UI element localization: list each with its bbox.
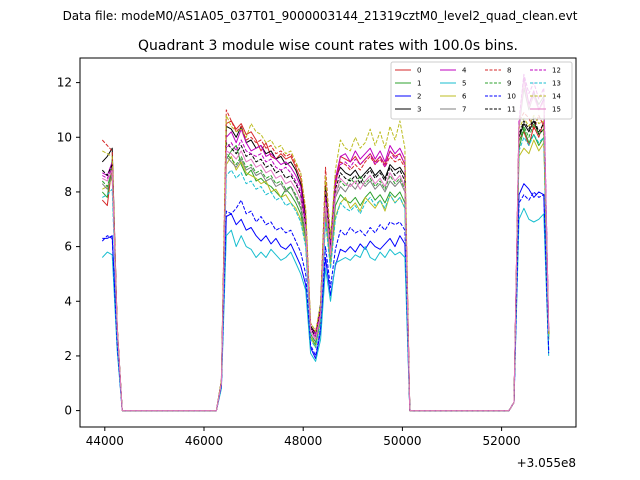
axes-frame bbox=[79, 57, 577, 428]
y-tick-label: 8 bbox=[64, 185, 72, 199]
y-tick-label: 4 bbox=[64, 294, 72, 308]
series-line-15 bbox=[102, 82, 550, 412]
data-file-header: Data file: modeM0/AS1A05_037T01_90000031… bbox=[63, 9, 578, 23]
legend-label-5: 5 bbox=[462, 80, 466, 88]
legend-label-7: 7 bbox=[462, 106, 466, 114]
y-tick-label: 6 bbox=[64, 240, 72, 254]
x-tick-label: 46000 bbox=[185, 434, 223, 448]
legend-label-15: 15 bbox=[552, 106, 561, 114]
legend-label-4: 4 bbox=[462, 67, 467, 75]
legend-label-13: 13 bbox=[552, 80, 561, 88]
y-tick-label: 2 bbox=[64, 349, 72, 363]
legend-label-9: 9 bbox=[507, 80, 511, 88]
x-tick-label: 48000 bbox=[284, 434, 322, 448]
plot-area bbox=[101, 73, 550, 412]
y-tick-label: 10 bbox=[57, 130, 72, 144]
legend-label-1: 1 bbox=[417, 80, 421, 88]
legend-label-3: 3 bbox=[417, 106, 421, 114]
legend-label-6: 6 bbox=[462, 93, 467, 101]
chart-title: Quadrant 3 module wise count rates with … bbox=[138, 38, 518, 54]
x-tick-label: 44000 bbox=[86, 434, 124, 448]
legend-label-14: 14 bbox=[552, 93, 561, 101]
x-tick-label: 50000 bbox=[383, 434, 421, 448]
x-offset-label: +3.055e8 bbox=[517, 456, 576, 470]
legend-label-0: 0 bbox=[417, 67, 421, 75]
y-tick-label: 12 bbox=[57, 76, 72, 90]
y-tick-label: 0 bbox=[64, 404, 72, 418]
legend-label-10: 10 bbox=[507, 93, 516, 101]
legend-label-12: 12 bbox=[552, 67, 561, 75]
y-axis: 0 2 4 6 8 10 12 bbox=[57, 76, 80, 418]
legend-label-11: 11 bbox=[507, 106, 516, 114]
x-axis: 44000 46000 48000 50000 52000 bbox=[86, 427, 521, 448]
x-tick-label: 52000 bbox=[483, 434, 521, 448]
legend-box bbox=[390, 61, 573, 120]
legend-label-2: 2 bbox=[417, 93, 421, 101]
legend-label-8: 8 bbox=[507, 67, 511, 75]
